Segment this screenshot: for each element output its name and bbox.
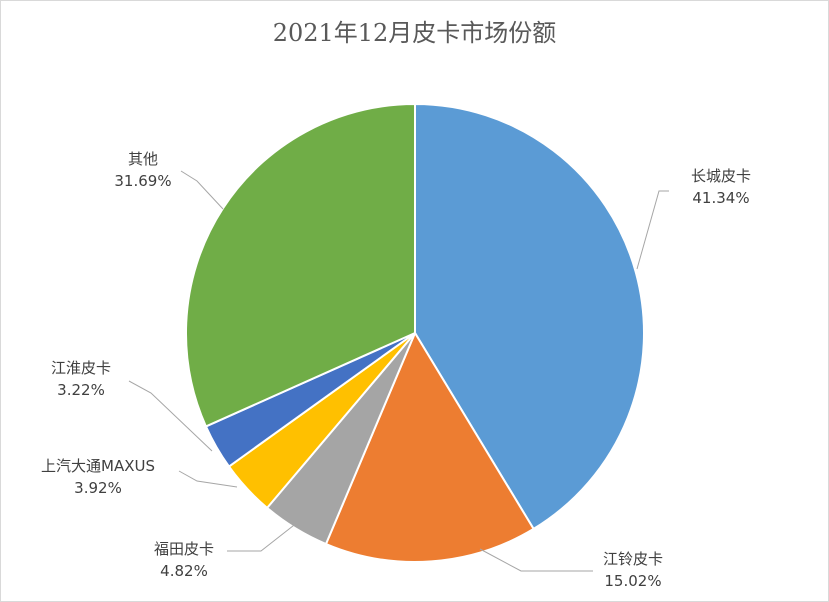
pie-slice-1 — [324, 330, 535, 563]
leader-line-2 — [227, 521, 299, 552]
slice-value-label-4: 3.22% — [57, 381, 105, 399]
chart-title: 2021年12月皮卡市场份额 — [272, 19, 557, 47]
slice-name-label-2: 福田皮卡 — [154, 540, 214, 558]
slice-value-label-5: 31.69% — [114, 172, 171, 190]
pie-slice-0 — [414, 102, 645, 531]
leader-line-4 — [128, 380, 213, 452]
leader-line-0 — [636, 190, 669, 270]
leader-line-1 — [479, 548, 593, 572]
slice-value-label-2: 4.82% — [160, 562, 208, 580]
leader-line-3 — [178, 470, 238, 488]
slice-value-label-0: 41.34% — [692, 189, 749, 207]
leader-line-5 — [180, 170, 224, 210]
slice-name-label-5: 其他 — [128, 150, 158, 168]
slice-value-label-3: 3.92% — [74, 479, 122, 497]
slice-name-label-4: 江淮皮卡 — [51, 359, 111, 377]
slice-name-label-1: 江铃皮卡 — [603, 550, 663, 568]
slice-value-label-1: 15.02% — [604, 572, 661, 590]
slice-name-label-0: 长城皮卡 — [691, 167, 751, 185]
slice-name-label-3: 上汽大通MAXUS — [41, 457, 155, 475]
